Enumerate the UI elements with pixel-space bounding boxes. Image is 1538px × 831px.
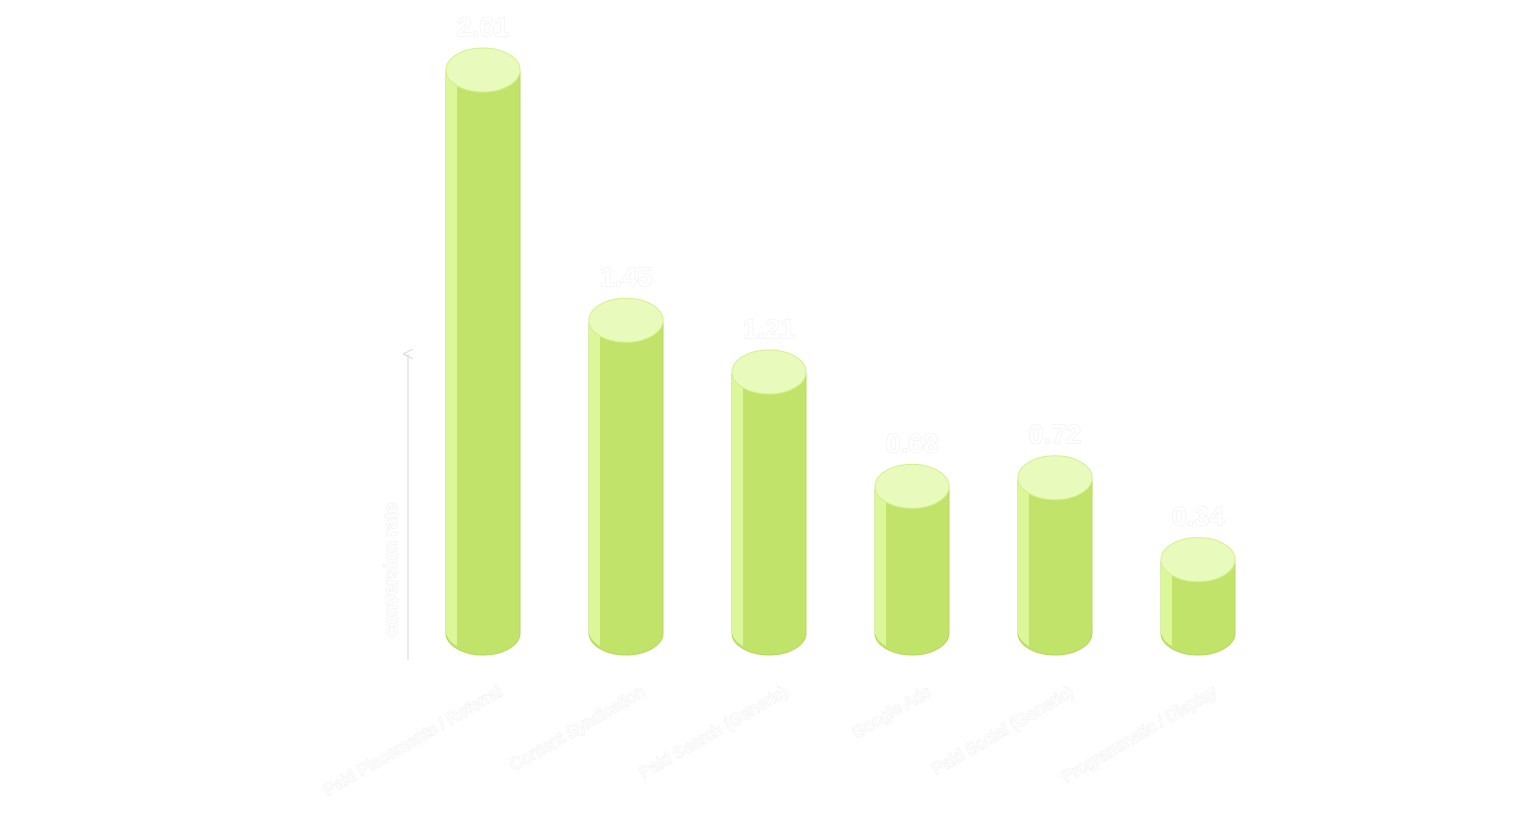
x-tick-label: Content Syndication	[507, 682, 648, 775]
cylinder	[1160, 537, 1236, 656]
cylinder	[874, 463, 950, 656]
x-tick-label: Paid Search (Generic)	[636, 682, 791, 783]
cylinder-top	[588, 297, 664, 343]
cylinder-body	[1160, 559, 1236, 656]
cylinder-top	[445, 47, 521, 93]
cylinder-highlight	[589, 320, 600, 646]
cylinder-highlight	[446, 70, 457, 646]
cylinder	[588, 297, 664, 656]
x-tick-label: Google Ads	[848, 682, 934, 742]
value-label: 1.45	[600, 262, 653, 292]
cylinder	[731, 349, 807, 656]
cylinder-highlight	[1161, 559, 1172, 646]
cylinder-highlight	[732, 371, 743, 646]
cylinder-body	[445, 69, 521, 656]
cylinder-top	[1160, 537, 1236, 583]
cylinder-body	[588, 319, 664, 656]
x-tick-label: Programmatic / Display	[1058, 682, 1220, 787]
cylinder-top	[731, 349, 807, 395]
value-label: 1.21	[743, 314, 796, 344]
y-axis-label: conversion rate	[381, 503, 401, 637]
cylinder-body	[731, 371, 807, 656]
cylinder-top	[874, 463, 950, 509]
cylinder	[445, 47, 521, 656]
x-tick-label: Paid Placements / Referral	[320, 682, 505, 800]
value-label: 2.61	[457, 12, 510, 42]
cylinder-highlight	[1018, 477, 1029, 646]
cylinder-top	[1017, 455, 1093, 501]
x-tick-label: Paid Social (Generic)	[928, 682, 1077, 779]
value-label: 0.34	[1172, 502, 1225, 532]
cylinder-body	[874, 485, 950, 656]
value-label: 0.68	[886, 428, 939, 458]
cylinder	[1017, 455, 1093, 656]
cylinder-highlight	[875, 486, 886, 646]
cylinder-body	[1017, 477, 1093, 656]
value-label: 0.72	[1029, 420, 1082, 450]
